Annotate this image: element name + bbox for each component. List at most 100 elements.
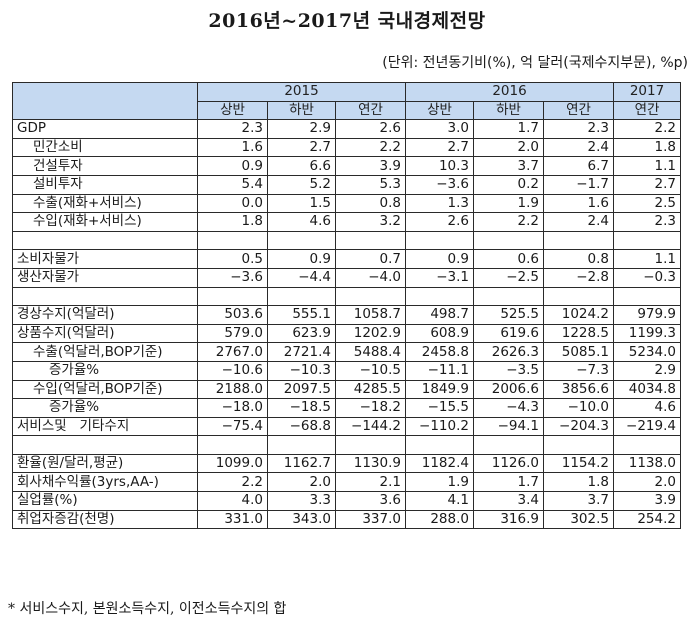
row-label: 생산자물가 [12, 267, 198, 288]
row-label-header [12, 81, 198, 121]
value-cell: 0.7 [335, 249, 406, 269]
value-cell: 3.9 [335, 156, 406, 176]
period-header: 하반 [473, 100, 544, 121]
value-cell: 0.8 [335, 193, 406, 214]
value-cell [267, 435, 336, 455]
value-cell: 1.5 [267, 193, 336, 214]
value-cell: 2.9 [613, 360, 681, 381]
value-cell [613, 230, 681, 251]
year-header-2015: 2015 [197, 82, 406, 102]
value-cell [543, 435, 614, 455]
value-cell [613, 435, 681, 455]
value-cell: 5.2 [267, 174, 336, 195]
value-cell: 2.2 [613, 119, 681, 139]
value-cell: 1154.2 [543, 453, 614, 474]
value-cell: −10.6 [197, 360, 268, 381]
value-cell: 4034.8 [613, 379, 681, 400]
table-row: 수입(억달러,BOP기준) 2188.0 2097.5 4285.5 1849.9 200… [12, 379, 681, 400]
value-cell: 1.3 [405, 193, 474, 214]
value-cell [473, 230, 544, 251]
value-cell: 3.4 [473, 491, 544, 511]
value-cell: 1138.0 [613, 453, 681, 474]
value-cell: −3.6 [405, 174, 474, 195]
value-cell: −15.5 [405, 398, 474, 418]
table-row: GDP 2.3 2.9 2.6 3.0 1.7 2.3 2.2 [12, 119, 681, 139]
value-cell: −3.5 [473, 360, 544, 381]
value-cell: −144.2 [335, 416, 406, 437]
table-row: 수출(억달러,BOP기준) 2767.0 2721.4 5488.4 2458.8 262… [12, 342, 681, 362]
value-cell: 4.0 [197, 491, 268, 511]
value-cell: 1.9 [473, 193, 544, 214]
year-header-2016: 2016 [405, 82, 614, 102]
value-cell: −3.6 [197, 267, 268, 288]
table-row: 서비스및 기타수지 −75.4 −68.8 −144.2 −110.2 −94.1 −204… [12, 416, 681, 437]
table-row: 건설투자 0.9 6.6 3.9 10.3 3.7 6.7 1.1 [12, 156, 681, 176]
row-label: 수출(재화+서비스) [12, 193, 198, 214]
spacer-row [12, 230, 681, 251]
value-cell: 5085.1 [543, 342, 614, 362]
row-label: 증가율% [12, 398, 198, 418]
value-cell [335, 286, 406, 307]
value-cell: 1.6 [543, 193, 614, 214]
value-cell: 254.2 [613, 509, 681, 530]
value-cell: 1.8 [613, 137, 681, 158]
value-cell: 0.0 [197, 193, 268, 214]
value-cell: 1058.7 [335, 305, 406, 325]
value-cell: 503.6 [197, 305, 268, 325]
value-cell: −2.5 [473, 267, 544, 288]
table-row: 증가율% −10.6 −10.3 −10.5 −11.1 −3.5 −7.3 2.9 [12, 360, 681, 381]
value-cell: −3.1 [405, 267, 474, 288]
value-cell: 331.0 [197, 509, 268, 530]
table-row: 상품수지(억달러) 579.0 623.9 1202.9 608.9 619.6 1228.… [12, 323, 681, 344]
value-cell: 6.7 [543, 156, 614, 176]
value-cell: 2006.6 [473, 379, 544, 400]
value-cell: 1228.5 [543, 323, 614, 344]
table-row: 생산자물가 −3.6 −4.4 −4.0 −3.1 −2.5 −2.8 −0.3 [12, 267, 681, 288]
value-cell: 555.1 [267, 305, 336, 325]
value-cell: 302.5 [543, 509, 614, 530]
table-row: 취업자증감(천명) 331.0 343.0 337.0 288.0 316.9 302.5 2… [12, 509, 681, 530]
value-cell: 1126.0 [473, 453, 544, 474]
value-cell [405, 286, 474, 307]
value-cell: 3856.6 [543, 379, 614, 400]
value-cell: 2.2 [473, 212, 544, 232]
row-label: 수입(재화+서비스) [12, 212, 198, 232]
value-cell [473, 435, 544, 455]
value-cell: −2.8 [543, 267, 614, 288]
value-cell [267, 286, 336, 307]
value-cell: −18.0 [197, 398, 268, 418]
row-label: 수입(억달러,BOP기준) [12, 379, 198, 400]
value-cell: −219.4 [613, 416, 681, 437]
value-cell: 619.6 [473, 323, 544, 344]
row-label: 실업률(%) [12, 491, 198, 511]
value-cell: 2.0 [267, 472, 336, 493]
value-cell: 3.6 [335, 491, 406, 511]
value-cell: −110.2 [405, 416, 474, 437]
value-cell [543, 230, 614, 251]
value-cell: 1.8 [197, 212, 268, 232]
value-cell: 623.9 [267, 323, 336, 344]
value-cell: −4.0 [335, 267, 406, 288]
value-cell: 2.1 [335, 472, 406, 493]
table-row: 환율(원/달러,평균) 1099.0 1162.7 1130.9 1182.4 1126.… [12, 453, 681, 474]
value-cell: 1.8 [543, 472, 614, 493]
table-row: 경상수지(억달러) 503.6 555.1 1058.7 498.7 525.5 1024.… [12, 305, 681, 325]
value-cell: 0.5 [197, 249, 268, 269]
footnote: * 서비스수지, 본원소득수지, 이전소득수지의 합 [8, 601, 287, 617]
value-cell: 2.2 [197, 472, 268, 493]
value-cell: 2.7 [613, 174, 681, 195]
row-label: 소비자물가 [12, 249, 198, 269]
row-label: 상품수지(억달러) [12, 323, 198, 344]
value-cell: 5234.0 [613, 342, 681, 362]
value-cell: 1.6 [197, 137, 268, 158]
value-cell: 4.6 [267, 212, 336, 232]
value-cell: 525.5 [473, 305, 544, 325]
value-cell: 2.6 [405, 212, 474, 232]
value-cell: 3.7 [473, 156, 544, 176]
value-cell: 4.1 [405, 491, 474, 511]
value-cell: −18.2 [335, 398, 406, 418]
table-header: 2015 2016 2017 상반 하반 연간 상반 하반 연간 연간 [12, 81, 681, 121]
value-cell [335, 230, 406, 251]
period-header: 연간 [613, 100, 681, 121]
value-cell: 2458.8 [405, 342, 474, 362]
